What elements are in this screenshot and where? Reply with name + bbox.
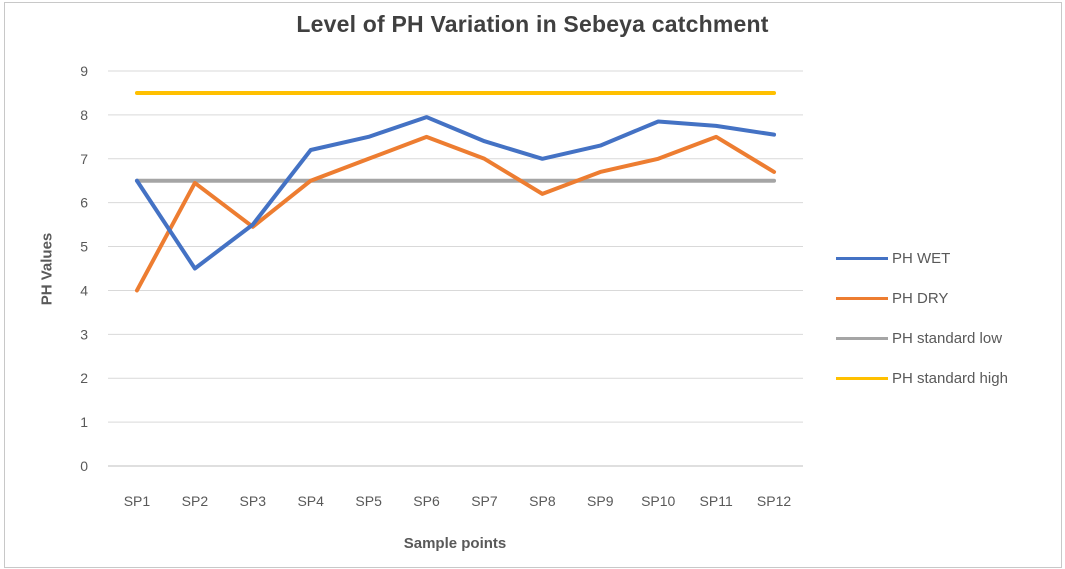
y-tick-label: 7 (80, 151, 88, 167)
x-tick-label: SP6 (413, 493, 440, 509)
x-tick-label: SP12 (757, 493, 791, 509)
y-tick-label: 1 (80, 414, 88, 430)
y-tick-label: 2 (80, 370, 88, 386)
y-tick-label: 6 (80, 195, 88, 211)
y-tick-labels: 0 1 2 3 4 5 6 7 8 9 (80, 63, 88, 474)
series-line-ph-wet (134, 115, 777, 271)
x-tick-label: SP9 (587, 493, 614, 509)
legend-label-ph-dry: PH DRY (892, 289, 949, 307)
legend-item-ph-standard-low: PH standard low (836, 318, 1008, 358)
x-tick-label: SP4 (297, 493, 324, 509)
series-lines (134, 90, 777, 293)
legend-item-ph-dry: PH DRY (836, 278, 1008, 318)
y-tick-label: 8 (80, 107, 88, 123)
x-tick-label: SP7 (471, 493, 498, 509)
y-tick-label: 4 (80, 282, 88, 298)
legend-swatch-ph-wet (836, 256, 888, 260)
legend-label-ph-standard-high: PH standard high (892, 369, 1008, 387)
x-tick-label: SP10 (641, 493, 675, 509)
x-tick-label: SP1 (124, 493, 151, 509)
legend-label-ph-standard-low: PH standard low (892, 329, 1003, 347)
legend-label-ph-wet: PH WET (892, 249, 951, 267)
x-tick-label: SP2 (182, 493, 209, 509)
legend-swatch-ph-dry (836, 296, 888, 300)
legend-swatch-ph-standard-low (836, 336, 888, 340)
y-tick-label: 3 (80, 326, 88, 342)
x-tick-label: SP5 (355, 493, 382, 509)
x-tick-labels: SP1 SP2 SP3 SP4 SP5 SP6 SP7 SP8 SP9 SP10 SP11 SP12 (124, 493, 792, 509)
series-line-ph-dry (134, 134, 777, 293)
x-tick-label: SP11 (700, 493, 733, 509)
x-tick-label: SP3 (240, 493, 267, 509)
y-tick-label: 0 (80, 458, 88, 474)
x-axis-label: Sample points (403, 535, 507, 552)
legend-item-ph-standard-high: PH standard high (836, 358, 1008, 398)
legend-item-ph-wet: PH WET (836, 238, 1008, 278)
chart-frame (4, 2, 1062, 568)
y-tick-label: 9 (80, 63, 88, 79)
legend-swatch-ph-standard-high (836, 376, 888, 380)
gridlines (108, 70, 803, 467)
y-tick-label: 5 (80, 239, 88, 255)
chart-title: Level of PH Variation in Sebeya catchmen… (296, 11, 769, 37)
x-tick-label: SP8 (529, 493, 556, 509)
legend: PH WET PH DRY PH standard low PH standar… (836, 238, 1008, 398)
